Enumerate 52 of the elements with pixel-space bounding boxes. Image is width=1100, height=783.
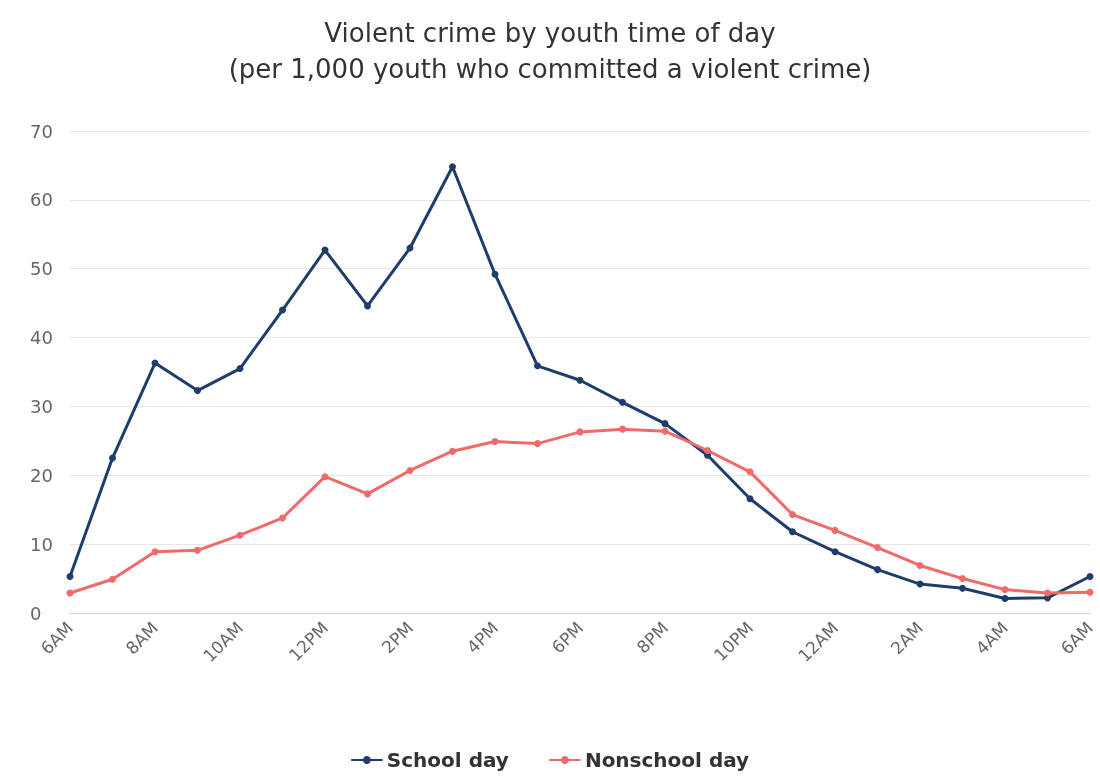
point <box>874 566 881 574</box>
y-tick-label: 50 <box>30 258 53 280</box>
point <box>279 306 286 314</box>
point <box>109 575 116 583</box>
point <box>959 575 966 583</box>
y-tick-label: 20 <box>30 464 53 486</box>
point <box>151 548 159 556</box>
point <box>916 561 924 569</box>
point <box>534 440 541 448</box>
point <box>406 466 414 474</box>
point <box>661 427 669 435</box>
point <box>831 548 839 556</box>
legend-label: School day <box>386 748 509 772</box>
point <box>109 454 116 462</box>
point <box>449 447 456 455</box>
point <box>491 438 499 446</box>
point <box>236 365 244 373</box>
point <box>1086 588 1094 596</box>
point <box>534 362 541 370</box>
y-tick-label: 30 <box>30 395 53 417</box>
point <box>619 398 626 406</box>
point <box>576 376 584 384</box>
point <box>704 447 711 454</box>
point <box>831 526 839 534</box>
point <box>279 514 286 522</box>
point <box>789 511 796 519</box>
point <box>321 473 329 481</box>
point <box>236 531 244 539</box>
point <box>364 490 371 498</box>
point <box>449 163 456 171</box>
point <box>1086 573 1094 580</box>
point <box>619 425 626 433</box>
y-tick-label: 0 <box>30 602 42 624</box>
point <box>874 544 881 552</box>
y-tick-label: 40 <box>30 327 53 349</box>
y-tick-label: 70 <box>30 120 53 142</box>
y-tick-label: 10 <box>30 533 53 555</box>
y-tick-label: 60 <box>30 189 53 211</box>
point <box>66 573 74 580</box>
point <box>1001 586 1009 594</box>
point <box>661 420 669 428</box>
point <box>789 528 796 536</box>
point <box>1044 589 1051 597</box>
point <box>746 495 754 503</box>
point <box>194 387 201 395</box>
point <box>364 302 371 310</box>
legend-label: Nonschool day <box>584 748 750 772</box>
chart-title: Violent crime by youth time of day (per 1,000 youth who committed a violent crime) <box>228 18 872 84</box>
point <box>1001 595 1009 603</box>
point <box>959 584 966 592</box>
point <box>491 270 499 278</box>
point <box>194 546 201 554</box>
